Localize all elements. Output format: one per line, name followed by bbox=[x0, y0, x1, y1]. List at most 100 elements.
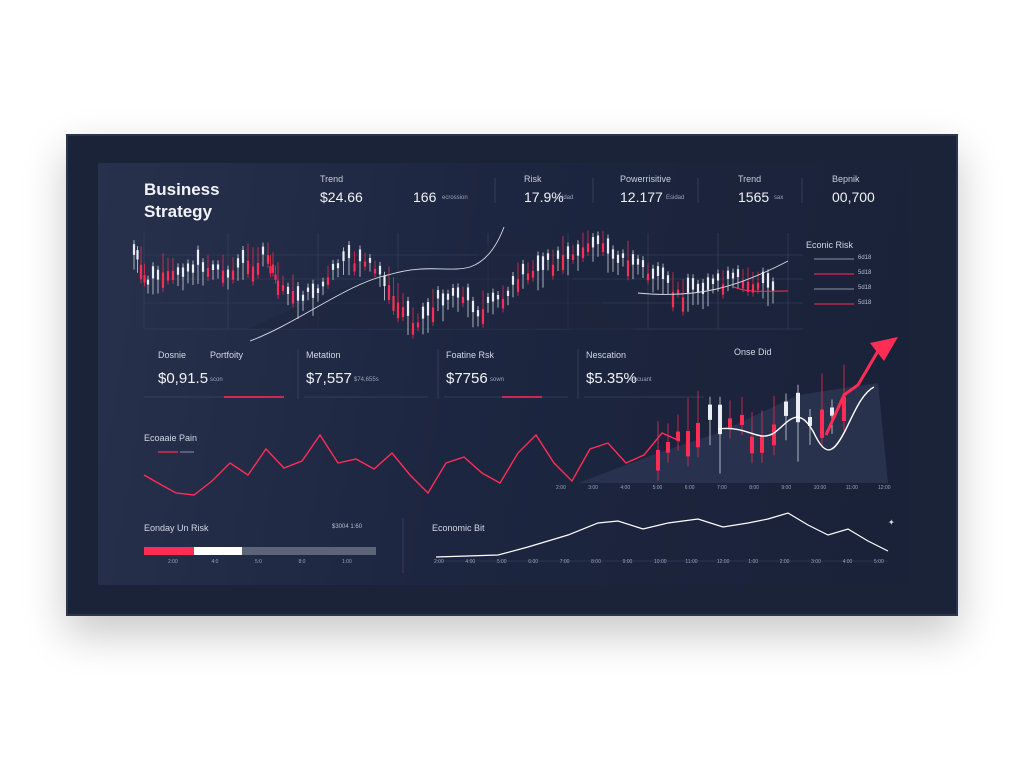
candle-body bbox=[626, 260, 630, 277]
kpi-3-sub: Esidad bbox=[666, 195, 685, 201]
kpi-5-label: Bepnik bbox=[832, 174, 860, 184]
candle-body bbox=[241, 249, 245, 263]
kpi-1-sub: ecrossion bbox=[442, 195, 468, 201]
axis-tick-label: 1:00 bbox=[342, 559, 352, 565]
candle-body bbox=[616, 254, 620, 263]
candle-body bbox=[830, 407, 834, 416]
candle-body bbox=[842, 396, 846, 422]
axis-tick-label: 9:00 bbox=[781, 485, 792, 491]
candle-body bbox=[536, 255, 540, 271]
candle-body bbox=[501, 298, 505, 309]
axis-tick-label: 9:00 bbox=[622, 559, 633, 565]
candle-body bbox=[471, 300, 475, 313]
legend-row-3: 5d18 bbox=[858, 300, 872, 306]
candle-body bbox=[256, 262, 260, 275]
candle-body bbox=[541, 256, 545, 270]
candle-body bbox=[156, 269, 160, 280]
candle-body bbox=[808, 416, 812, 426]
candle-body bbox=[716, 273, 720, 281]
candle-body bbox=[136, 250, 139, 260]
candle-body bbox=[132, 244, 136, 255]
econ-title: Economic Bit bbox=[432, 523, 485, 533]
kpi-3-label: Powerrisitive bbox=[620, 174, 672, 184]
candle-body bbox=[441, 293, 445, 306]
candle-body bbox=[711, 278, 715, 284]
candle-body bbox=[566, 246, 570, 259]
candle-body bbox=[686, 277, 690, 293]
right-area bbox=[578, 383, 888, 483]
candle-body bbox=[392, 295, 395, 311]
candle-body bbox=[321, 281, 325, 287]
axis-tick-label: 3:00 bbox=[811, 559, 821, 565]
candle-body bbox=[726, 270, 730, 279]
candle-body bbox=[506, 290, 510, 297]
economic-line bbox=[435, 512, 889, 558]
candle-body bbox=[661, 267, 665, 280]
candle-body bbox=[691, 278, 695, 290]
metric-0-label2: Portfoity bbox=[210, 350, 244, 360]
candle-body bbox=[728, 418, 732, 429]
candle-body bbox=[231, 270, 235, 280]
axis-tick-label: 6:00 bbox=[528, 559, 539, 565]
candle-body bbox=[721, 284, 725, 295]
risk-progress-bar bbox=[144, 547, 376, 555]
candle-body bbox=[291, 291, 295, 304]
metric-3-label: Nescation bbox=[586, 350, 627, 360]
candle-body bbox=[796, 392, 800, 423]
chart-panel-title: Onse Did bbox=[734, 347, 772, 357]
candle-body bbox=[761, 271, 765, 284]
axis-tick-label: 5:00 bbox=[874, 559, 884, 565]
axis-tick-label: 8:00 bbox=[591, 559, 601, 565]
axis-tick-label: 2:00 bbox=[556, 485, 566, 491]
candle-body bbox=[271, 264, 275, 273]
candle-body bbox=[686, 431, 690, 457]
candle-body bbox=[641, 260, 645, 268]
candle-body bbox=[591, 237, 595, 248]
candle-body bbox=[696, 283, 700, 293]
candle-body bbox=[556, 250, 560, 259]
candle-body bbox=[383, 275, 386, 287]
candle-body bbox=[451, 287, 455, 296]
candle-body bbox=[461, 296, 465, 304]
candle-body bbox=[401, 307, 405, 318]
candle-body bbox=[456, 287, 460, 298]
candle-body bbox=[676, 289, 680, 294]
candle-body bbox=[666, 442, 670, 453]
axis-tick-label: 5:0 bbox=[255, 559, 262, 565]
candle-body bbox=[373, 269, 377, 274]
candle-body bbox=[436, 290, 440, 299]
candle-body bbox=[586, 243, 590, 252]
candle-body bbox=[421, 306, 425, 319]
candle-body bbox=[621, 253, 625, 258]
page-title: Business Strategy bbox=[144, 180, 220, 221]
axis-tick-label: 12:00 bbox=[878, 485, 891, 491]
candle-body bbox=[481, 309, 485, 324]
candle-body bbox=[740, 415, 744, 425]
candle-body bbox=[196, 249, 200, 265]
axis-tick-label: 11:00 bbox=[845, 485, 858, 491]
candle-body bbox=[631, 254, 635, 265]
candle-body bbox=[741, 280, 745, 289]
candle-body bbox=[306, 287, 310, 292]
candle-body bbox=[181, 267, 185, 277]
candle-body bbox=[186, 263, 190, 272]
candle-body bbox=[736, 269, 740, 278]
axis-tick-label: 5:00 bbox=[496, 559, 507, 565]
candle-body bbox=[211, 264, 215, 271]
kpi-4-sub: sax bbox=[774, 195, 784, 201]
candle-body bbox=[636, 258, 640, 265]
legend-title: Econic Risk bbox=[806, 240, 854, 250]
candle-body bbox=[491, 292, 495, 302]
candle-body bbox=[446, 293, 450, 300]
candle-body bbox=[378, 265, 382, 275]
candle-body bbox=[246, 260, 250, 274]
candle-body bbox=[772, 424, 776, 446]
candle-body bbox=[146, 279, 150, 285]
candle-body bbox=[651, 268, 655, 279]
right-curve bbox=[717, 386, 875, 451]
axis-tick-label: 7:00 bbox=[717, 485, 727, 491]
axis-tick-label: 4:00 bbox=[842, 559, 853, 565]
metric-3-sub: Eccuant bbox=[630, 377, 652, 383]
axis-tick-label: 2:00 bbox=[434, 559, 444, 565]
candle-body bbox=[331, 263, 335, 270]
